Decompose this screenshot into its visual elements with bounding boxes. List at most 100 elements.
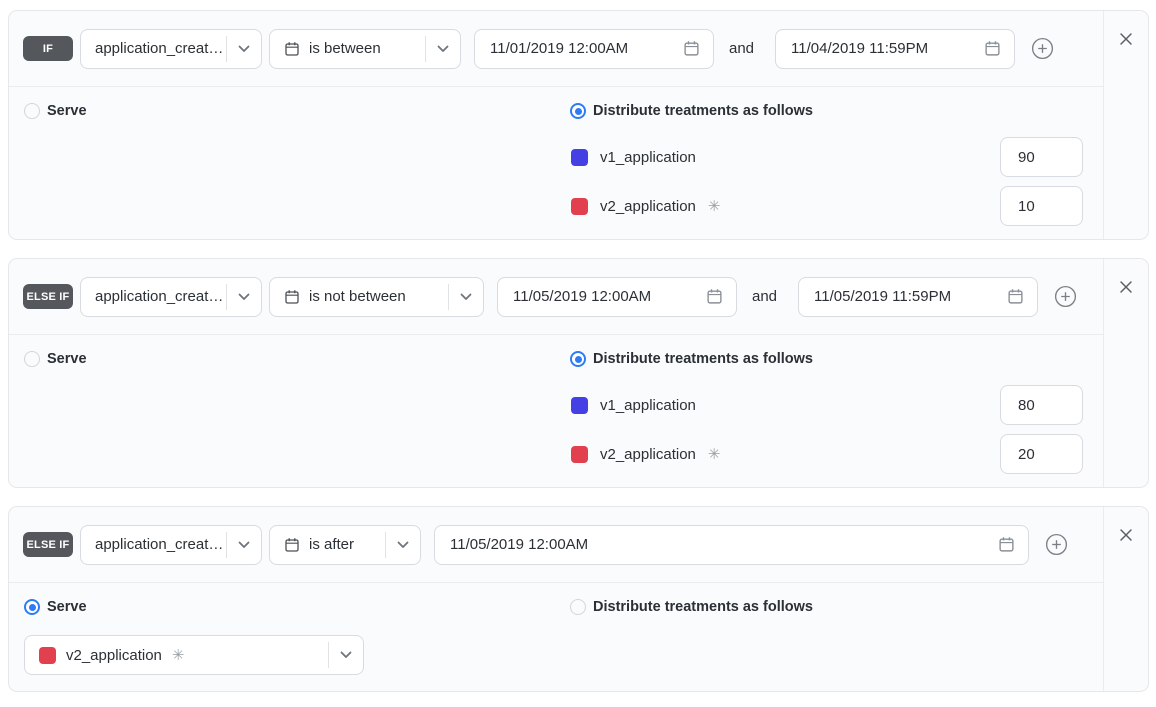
date-to-field[interactable]	[798, 276, 1039, 317]
chevron-down-icon	[328, 642, 363, 668]
operator-select-value: is not between	[309, 288, 406, 305]
date-from-field[interactable]	[434, 524, 1029, 565]
date-to-input[interactable]	[801, 288, 1008, 305]
operator-select[interactable]: is after	[269, 524, 421, 565]
treatment-row: v1_application	[571, 137, 708, 177]
and-label: and	[729, 40, 755, 57]
serve-treatment-select[interactable]: v2_application ✳	[24, 635, 364, 675]
treatment-name: v2_application	[600, 445, 696, 463]
serve-label: Serve	[47, 103, 87, 119]
operator-select-value: is between	[309, 40, 381, 57]
attribute-select-value: application_creat…	[95, 40, 224, 57]
chevron-down-icon	[226, 35, 261, 62]
attribute-select[interactable]: application_creat…	[80, 276, 262, 317]
chevron-down-icon	[448, 283, 483, 310]
treatment-name: v1_application	[600, 396, 696, 414]
treatment-swatch	[571, 197, 588, 215]
rule-card-rail	[1103, 11, 1148, 239]
close-rule-button[interactable]	[1114, 275, 1138, 299]
calendar-icon[interactable]	[984, 40, 1001, 57]
operator-select-value: is after	[309, 536, 355, 553]
treatment-name: v2_application	[66, 646, 162, 664]
distribute-label: Distribute treatments as follows	[593, 103, 813, 119]
default-treatment-icon: ✳	[707, 446, 721, 463]
close-rule-button[interactable]	[1114, 27, 1138, 51]
serve-radio[interactable]	[24, 599, 40, 615]
calendar-icon	[284, 41, 300, 57]
attribute-select-value: application_creat…	[95, 536, 224, 553]
add-condition-button[interactable]	[1053, 285, 1077, 309]
rule-condition-row: ELSE IF application_creat… is not betwee…	[9, 259, 1103, 335]
distribute-option[interactable]: Distribute treatments as follows	[570, 103, 813, 119]
serve-option[interactable]: Serve	[24, 599, 87, 615]
close-rule-button[interactable]	[1114, 523, 1138, 547]
date-from-input[interactable]	[437, 536, 998, 553]
treatment-percent-input[interactable]	[1000, 186, 1083, 226]
distribute-radio[interactable]	[570, 599, 586, 615]
rule-serve-section: Serve Distribute treatments as follows v…	[9, 583, 1103, 691]
treatment-row: v2_application ✳	[571, 186, 720, 226]
calendar-icon	[284, 289, 300, 305]
rule-keyword-badge: IF	[23, 36, 73, 61]
calendar-icon[interactable]	[1007, 288, 1024, 305]
and-label: and	[752, 288, 778, 305]
rule-condition-row: ELSE IF application_creat… is after	[9, 507, 1103, 583]
distribute-label: Distribute treatments as follows	[593, 599, 813, 615]
serve-radio[interactable]	[24, 103, 40, 119]
calendar-icon[interactable]	[683, 40, 700, 57]
date-from-input[interactable]	[477, 40, 683, 57]
date-from-input[interactable]	[500, 288, 706, 305]
distribute-radio[interactable]	[570, 103, 586, 119]
add-condition-button[interactable]	[1044, 533, 1068, 557]
rule-card: IF application_creat… is between and	[8, 10, 1149, 240]
rule-card-rail	[1103, 259, 1148, 487]
rule-keyword-badge: ELSE IF	[23, 532, 73, 557]
operator-select[interactable]: is between	[269, 28, 461, 69]
default-treatment-icon: ✳	[171, 647, 185, 664]
treatment-name: v1_application	[600, 148, 696, 166]
treatment-percent-input[interactable]	[1000, 434, 1083, 474]
distribute-radio[interactable]	[570, 351, 586, 367]
date-to-input[interactable]	[778, 40, 985, 57]
serve-label: Serve	[47, 599, 87, 615]
serve-option[interactable]: Serve	[24, 351, 87, 367]
calendar-icon[interactable]	[998, 536, 1015, 553]
default-treatment-icon: ✳	[707, 198, 721, 215]
treatment-name: v2_application	[600, 197, 696, 215]
rule-serve-section: Serve Distribute treatments as follows v…	[9, 335, 1103, 487]
treatment-percent-input[interactable]	[1000, 137, 1083, 177]
treatment-percent-input[interactable]	[1000, 385, 1083, 425]
treatment-swatch	[571, 396, 588, 414]
distribute-option[interactable]: Distribute treatments as follows	[570, 351, 813, 367]
calendar-icon[interactable]	[706, 288, 723, 305]
chevron-down-icon	[226, 283, 261, 310]
date-to-field[interactable]	[775, 28, 1016, 69]
date-from-field[interactable]	[474, 28, 714, 69]
treatment-swatch	[571, 148, 588, 166]
treatment-swatch	[39, 646, 56, 664]
chevron-down-icon	[226, 531, 261, 558]
attribute-select[interactable]: application_creat…	[80, 28, 262, 69]
treatment-swatch	[571, 445, 588, 463]
chevron-down-icon	[425, 35, 460, 62]
distribute-label: Distribute treatments as follows	[593, 351, 813, 367]
rule-card-rail	[1103, 507, 1148, 691]
attribute-select[interactable]: application_creat…	[80, 524, 262, 565]
rule-card: ELSE IF application_creat… is after	[8, 506, 1149, 692]
treatment-row: v2_application ✳	[571, 434, 720, 474]
serve-label: Serve	[47, 351, 87, 367]
attribute-select-value: application_creat…	[95, 288, 224, 305]
serve-radio[interactable]	[24, 351, 40, 367]
rule-condition-row: IF application_creat… is between and	[9, 11, 1103, 87]
operator-select[interactable]: is not between	[269, 276, 484, 317]
treatment-row: v1_application	[571, 385, 708, 425]
rule-serve-section: Serve Distribute treatments as follows v…	[9, 87, 1103, 239]
date-from-field[interactable]	[497, 276, 737, 317]
serve-option[interactable]: Serve	[24, 103, 87, 119]
distribute-option[interactable]: Distribute treatments as follows	[570, 599, 813, 615]
add-condition-button[interactable]	[1030, 37, 1054, 61]
chevron-down-icon	[385, 531, 420, 558]
calendar-icon	[284, 537, 300, 553]
rule-keyword-badge: ELSE IF	[23, 284, 73, 309]
rule-card: ELSE IF application_creat… is not betwee…	[8, 258, 1149, 488]
